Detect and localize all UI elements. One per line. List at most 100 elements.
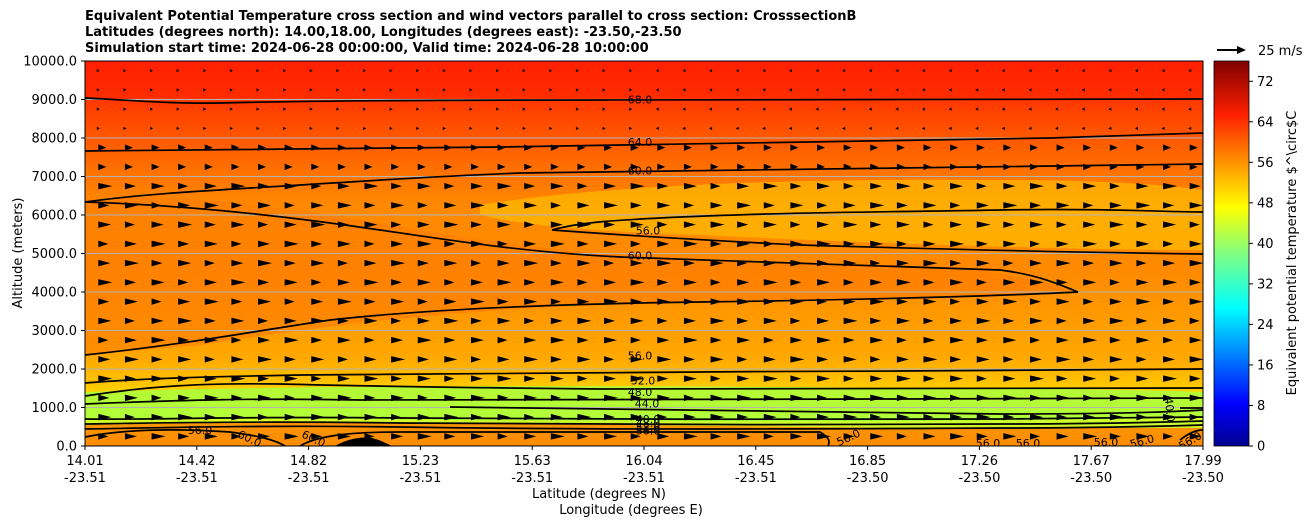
wind-vector: [735, 126, 739, 130]
x-tick-label-lon: -23.51: [288, 471, 330, 486]
wind-vector: [683, 317, 696, 325]
wind-vector: [444, 336, 456, 344]
title-line-2: Latitudes (degrees north): 14.00,18.00, …: [85, 25, 682, 40]
wind-vector: [524, 163, 533, 171]
wind-vector: [630, 182, 645, 190]
wind-vector: [497, 433, 508, 440]
wind-vector: [763, 356, 776, 363]
wind-vector: [470, 259, 481, 267]
wind-vector: [1003, 317, 1015, 325]
wind-vector: [496, 69, 500, 73]
wind-vector: [763, 182, 778, 190]
wind-vector: [896, 240, 907, 248]
wind-vector: [709, 107, 713, 111]
wind-vector: [763, 298, 775, 305]
wind-vector: [176, 69, 180, 73]
wind-vector: [524, 356, 539, 363]
wind-vector: [311, 433, 323, 440]
wind-vector: [577, 413, 592, 421]
wind-vector: [364, 356, 377, 363]
wind-vector: [283, 69, 287, 73]
wind-vector: [790, 413, 801, 421]
wind-vector: [258, 163, 267, 171]
x-axis-label-2: Longitude (degrees E): [559, 503, 703, 518]
wind-vector: [231, 433, 242, 440]
wind-vector: [284, 317, 297, 325]
y-tick-label: 9000.0: [32, 93, 78, 108]
wind-vector: [151, 182, 165, 190]
wind-vector: [975, 126, 979, 130]
wind-vector: [1055, 107, 1059, 111]
wind-vector: [470, 413, 482, 421]
wind-vector: [284, 375, 298, 382]
wind-vector: [204, 356, 215, 363]
wind-vector: [497, 375, 512, 382]
wind-vector: [284, 182, 298, 190]
wind-vector: [1029, 336, 1040, 344]
contour-line: [449, 406, 1203, 415]
wind-vector: [790, 394, 804, 402]
x-tick-label-lat: 14.82: [290, 454, 327, 469]
wind-vector: [1163, 298, 1175, 305]
wind-vector: [389, 88, 393, 92]
wind-vector: [1029, 413, 1043, 421]
wind-vector: [204, 144, 213, 151]
wind-vector: [1136, 279, 1149, 286]
wind-vector: [124, 375, 136, 382]
wind-vector: [790, 221, 801, 228]
wind-vector: [389, 69, 393, 73]
wind-vector: [124, 202, 138, 209]
wind-vector: [950, 202, 961, 209]
wind-vector: [98, 336, 109, 344]
wind-vector: [550, 240, 565, 248]
wind-vector: [98, 202, 110, 209]
wind-vector: [1056, 144, 1065, 151]
wind-vector: [923, 336, 936, 344]
wind-vector: [497, 336, 508, 344]
wind-vector: [815, 88, 819, 92]
wind-vector: [1056, 202, 1070, 209]
wind-vector: [817, 336, 832, 344]
wind-vector: [231, 240, 242, 248]
wind-vector: [311, 394, 324, 402]
wind-vector: [151, 433, 166, 440]
wind-vector: [178, 394, 191, 402]
wind-vector: [204, 413, 216, 421]
wind-vector: [444, 279, 455, 286]
wind-vector: [790, 240, 803, 248]
wind-vector: [417, 433, 432, 440]
wind-vector: [364, 298, 376, 305]
wind-vector: [577, 375, 588, 382]
wind-vector: [311, 240, 323, 248]
wind-vector: [1136, 394, 1151, 402]
wind-vector: [709, 88, 713, 92]
wind-vector: [336, 126, 340, 130]
wind-vector: [123, 88, 127, 92]
wind-vector: [151, 279, 165, 286]
wind-vector: [1109, 298, 1122, 305]
contour-label: 56.0: [636, 224, 661, 237]
wind-vector: [336, 107, 340, 111]
wind-vector: [1163, 336, 1174, 344]
wind-vector: [1163, 240, 1174, 248]
wind-vector: [98, 433, 109, 440]
wind-vector: [124, 298, 138, 305]
wind-vector: [923, 356, 938, 363]
wind-vector: [895, 107, 899, 111]
wind-vector: [843, 413, 858, 421]
wind-vector: [1161, 69, 1165, 73]
wind-vector: [976, 221, 991, 228]
wind-vector: [923, 317, 934, 325]
title-line-1: Equivalent Potential Temperature cross s…: [85, 9, 857, 24]
wind-vector: [391, 259, 406, 267]
wind-vector: [788, 126, 792, 130]
wind-vector: [470, 317, 482, 325]
wind-vector: [1136, 375, 1149, 382]
wind-vector: [258, 202, 272, 209]
wind-vector: [444, 394, 457, 402]
wind-vector: [258, 240, 271, 248]
wind-vector: [442, 126, 446, 130]
wind-vector: [950, 221, 963, 228]
wind-vector: [923, 144, 932, 151]
